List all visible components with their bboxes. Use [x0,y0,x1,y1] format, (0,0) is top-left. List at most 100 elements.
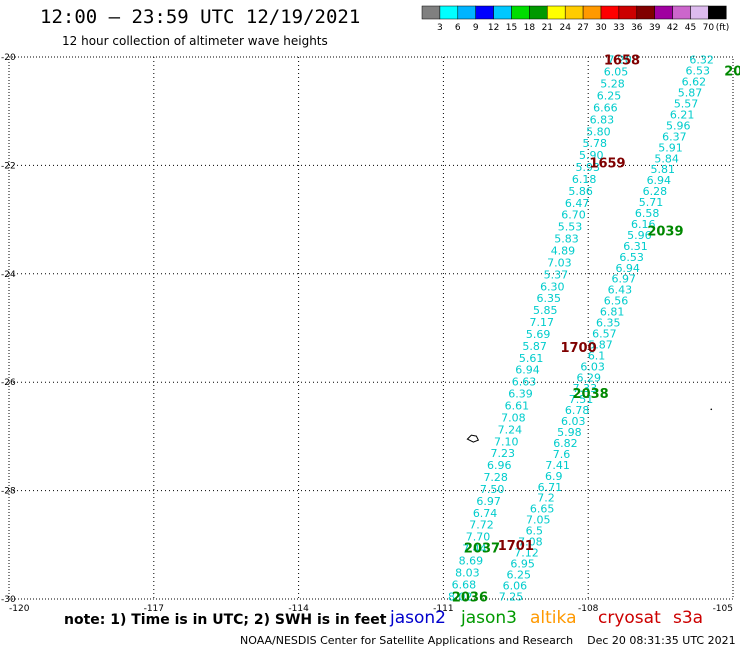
wave-height-label: 6.25 [507,568,532,581]
wave-height-label: 7.20 [607,54,632,67]
wave-height-label: 5.57 [674,98,699,111]
wave-height-label: 6.47 [565,197,590,210]
colorbar-swatch [708,5,727,20]
wave-height-label: 6.32 [689,54,714,67]
wave-height-label: 8.03 [455,566,480,579]
wave-height-label: 7.2 [537,492,555,505]
x-tick-label: -114 [288,604,309,614]
colorbar-label: 18 [524,23,536,33]
colorbar-swatch [564,5,584,20]
wave-height-label: 5.98 [557,426,582,439]
wave-height-label: 5.28 [600,78,625,91]
colorbar-swatch [457,5,476,20]
y-tick-label: -26 [1,378,16,388]
colorbar-swatch [690,5,709,20]
wave-height-label: 5.86 [568,185,593,198]
wave-height-label: 6.9 [545,470,563,483]
wave-height-label: 6.57 [592,327,617,340]
wave-height-label: 7.23 [491,447,516,460]
wave-height-label: 6.39 [508,388,533,401]
time-label: 2037 [464,542,500,557]
plot-frame [8,56,734,600]
colorbar-swatch [636,5,655,20]
wave-height-label: 7.44 [462,543,487,556]
x-tick-label: -108 [578,604,599,614]
colorbar-swatch [654,5,673,20]
wave-height-label: 6.53 [619,251,644,264]
wave-height-label: 5.69 [526,328,551,341]
wave-height-label: 6.78 [565,404,590,417]
wave-height-label: 6.82 [553,437,578,450]
footer-credit: NOAA/NESDIS Center for Satellite Applica… [240,634,736,647]
colorbar-swatch [511,5,530,20]
colorbar-label: 3 [437,23,443,33]
colorbar-swatch [475,5,494,20]
wave-height-label: 5.71 [639,196,664,209]
wave-height-label: 6.97 [612,273,637,286]
wave-height-label: 7.72 [469,519,494,532]
island-dot [710,408,713,411]
colorbar-label: 27 [577,23,588,33]
wave-height-label: 6.29 [577,371,602,384]
wave-height-label: 6.03 [580,360,605,373]
colorbar-swatch [618,5,638,20]
colorbar-unit: (ft) [716,23,730,33]
wave-height-label: 6.94 [647,174,672,187]
wave-height-label: 5.37 [544,268,569,281]
wave-height-label: 5.84 [654,152,679,165]
wave-height-label: 6.16 [631,218,656,231]
chart-subtitle: 12 hour collection of altimeter wave hei… [62,34,328,48]
time-label: 2039 [647,224,683,239]
wave-height-label: 5.93 [575,161,600,174]
wave-height-label: 6.68 [452,578,477,591]
colorbar-swatch [672,5,691,20]
colorbar-label: 39 [649,23,661,33]
wave-height-label: 5.90 [579,149,604,162]
wave-height-label: 6.43 [608,284,633,297]
wave-height-label: 6.30 [540,280,565,293]
wave-height-label: 6.18 [572,173,597,186]
wave-height-label: 5.80 [586,125,611,138]
x-tick-label: -105 [713,604,733,614]
colorbar-label: 12 [488,23,499,33]
x-tick-label: -120 [9,604,30,614]
colorbar-label: 70 [703,23,715,33]
y-tick-label: -24 [1,270,16,280]
wave-height-label: 6.74 [473,507,498,520]
y-tick-label: -28 [1,487,16,497]
wave-height-label: 7.33 [573,382,598,395]
wave-height-label: 6.28 [643,185,668,198]
wave-height-label: 6.37 [662,130,687,143]
colorbar-swatch [600,5,620,20]
x-tick-label: -117 [144,604,164,614]
legend-jason2: jason2 [390,608,446,628]
wave-height-label: 6.1 [588,349,606,362]
chart-title: 12:00 — 23:59 UTC 12/19/2021 [40,6,361,28]
wave-height-label: 7.17 [529,316,554,329]
wave-height-label: 6.94 [615,262,640,275]
wave-height-label: 5.78 [583,137,608,150]
wave-height-label: 6.35 [596,317,621,330]
colorbar-label: 15 [506,23,517,33]
wave-height-label: 6.70 [561,209,586,222]
y-tick-label: -20 [1,53,16,63]
wave-height-label: 7.08 [501,411,526,424]
wave-height-label: 6.63 [512,376,537,389]
wave-height-label: 7.41 [545,459,570,472]
legend-s3a: s3a [673,608,704,628]
wave-height-label: 6.5 [526,525,544,538]
time-label: 1659 [589,157,625,172]
wave-height-label: 4.89 [551,244,576,257]
time-label: 2036 [452,590,488,605]
wave-height-label: 6.62 [682,76,707,89]
wave-height-label: 6.31 [623,240,648,253]
wave-height-label: 6.66 [593,101,618,114]
wave-height-label: 7.03 [547,256,572,269]
wave-height-label: 6.06 [503,579,528,592]
wave-height-label: 7.6 [553,448,571,461]
colorbar-label: 9 [473,23,479,33]
colorbar-swatch [582,5,602,20]
wave-height-label: 5.81 [650,163,675,176]
wave-height-label: 5.87 [678,87,703,100]
wave-height-label: 7.50 [480,483,505,496]
